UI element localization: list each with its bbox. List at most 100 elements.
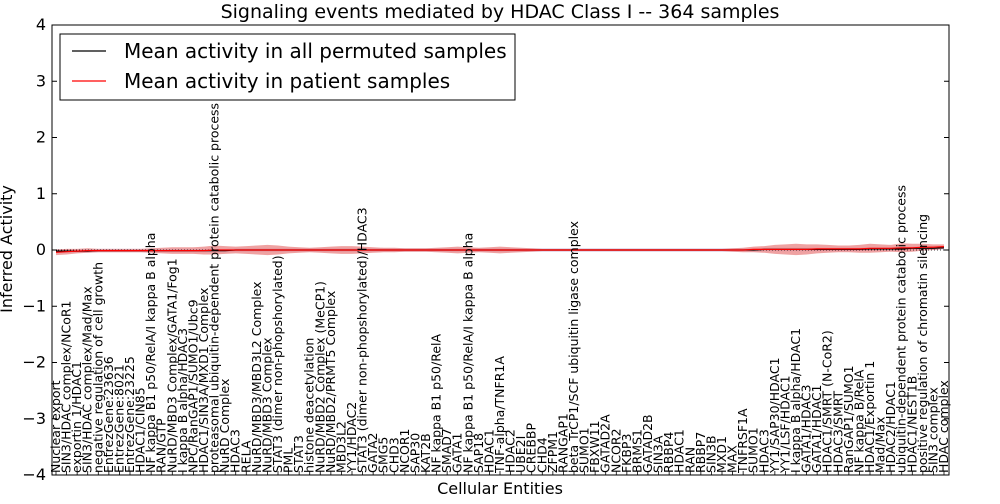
y-tick-label: 0 bbox=[36, 240, 46, 259]
entity-label: negative regulation of cell growth bbox=[90, 262, 105, 473]
entity-label: MXD1 bbox=[714, 436, 729, 473]
entity-label: ubiquitin-dependent protein catabolic pr… bbox=[894, 185, 909, 473]
entity-label: NuRD/MBD2/PRMT5 Complex bbox=[323, 291, 338, 473]
entity-label: HDAC1/SMRT (N-CoR2) bbox=[820, 330, 835, 473]
entity-label: NuRD/MBD2 Complex (MeCP1) bbox=[312, 281, 327, 473]
entity-label: SIN3/HDAC complex/NCoR1 bbox=[59, 300, 74, 473]
entity-label: CREBBP bbox=[524, 423, 539, 473]
entity-label: SMAD7 bbox=[439, 428, 454, 473]
entity-label: STAT3 (dimer non-phopshorylated)/HDAC3 bbox=[355, 207, 370, 473]
y-tick-label: −4 bbox=[22, 465, 46, 484]
entity-label: NF kappa B1 p50/RelA bbox=[429, 333, 444, 473]
entity-label: STAT3 bbox=[291, 435, 306, 473]
entity-label: FBXW11 bbox=[587, 420, 602, 473]
entity-label: GATA1/HDAC3 bbox=[799, 385, 814, 473]
entity-label: SAP30 bbox=[407, 433, 422, 473]
entity-label: RELA bbox=[238, 440, 253, 473]
entity-label: NuRD/MBD3 Complex bbox=[259, 337, 274, 473]
entity-label: HDAC2 bbox=[503, 429, 518, 473]
entity-label: HDAC3 bbox=[228, 429, 243, 473]
entity-label: PML bbox=[281, 448, 296, 473]
entity-label: positive regulation of chromatin silenci… bbox=[915, 214, 930, 473]
y-tick-label: −3 bbox=[22, 409, 46, 428]
entity-label: CHD4 bbox=[534, 437, 549, 473]
entity-label: SUMO1 bbox=[746, 427, 761, 473]
y-tick-label: 4 bbox=[36, 15, 46, 34]
entity-label: GATA1 bbox=[450, 433, 465, 473]
legend-box bbox=[59, 33, 516, 101]
plot-area-frame bbox=[51, 24, 950, 476]
entity-label: TNF-alpha/TNFR1A bbox=[492, 356, 507, 474]
entity-label: HDAC3 bbox=[756, 429, 771, 473]
entity-label: EntrezGene:23636 bbox=[101, 356, 116, 473]
entity-label: RAN bbox=[682, 447, 697, 473]
entity-label: exportin 1/HDAC1 bbox=[69, 361, 84, 473]
entity-label: YY1/HDAC2 bbox=[344, 402, 359, 474]
entity-label: NF kappa B/RelA bbox=[851, 369, 866, 473]
entity-label: GATA2 bbox=[365, 433, 380, 473]
entity-label: NF kappa B1 p50/RelA/I kappa B alpha bbox=[143, 233, 158, 473]
entity-label: KAT2B bbox=[418, 433, 433, 473]
entity-label: HDAC complex bbox=[936, 380, 951, 473]
entity-label: NPC/RanGAP1/SUMO1/Ubc9 bbox=[185, 299, 200, 473]
entity-label: SUMO1 bbox=[577, 427, 592, 473]
entity-label: NCOR2 bbox=[608, 428, 623, 473]
entity-label: BRMS1 bbox=[629, 429, 644, 473]
entity-label: SAP18 bbox=[471, 433, 486, 473]
entity-label: EntrezGene:8021 bbox=[111, 364, 126, 473]
entity-label: UBE2I bbox=[513, 436, 528, 473]
x-axis-label: Cellular Entities bbox=[437, 479, 563, 498]
entity-label: SMG5 bbox=[376, 437, 391, 473]
entity-label: proteasomal ubiquitin-dependent protein … bbox=[207, 103, 222, 473]
legend-entry-patient: Mean activity in patient samples bbox=[124, 69, 450, 93]
entity-label: GATAD2B bbox=[640, 414, 655, 473]
entity-label: TNFRSF1A bbox=[735, 408, 750, 474]
entity-label: YY1/SAP30/HDAC1 bbox=[767, 357, 782, 474]
entity-label: STAT3 (dimer non-phopshorylated) bbox=[270, 255, 285, 473]
entity-label: HDAC1/SIN3A/MXD1 Complex bbox=[196, 288, 211, 473]
entity-label: SIN3A bbox=[651, 435, 666, 473]
entity-label: SIN3B bbox=[703, 435, 718, 473]
entity-label: HDAC1 bbox=[672, 429, 687, 473]
entity-label: RAN/GTP bbox=[154, 418, 169, 473]
entity-label: FKBP3 bbox=[619, 434, 634, 473]
entity-label: NCOR1 bbox=[397, 428, 412, 473]
patient-confidence-band bbox=[56, 243, 944, 256]
y-tick-label: 3 bbox=[36, 71, 46, 90]
entity-label: RanGAP1/SUMO1 bbox=[841, 365, 856, 473]
entity-label: EntrezGene:23225 bbox=[122, 356, 137, 473]
y-axis-label: Inferred Activity bbox=[0, 185, 16, 313]
entity-label: Mad/Max bbox=[873, 417, 888, 473]
entity-label: I kappa B alpha/HDAC3 bbox=[175, 328, 190, 473]
entity-label: RBBP7 bbox=[693, 432, 708, 473]
entity-label: YY1/LSF/HDAC1 bbox=[777, 375, 792, 474]
entity-label: HDAC1 bbox=[481, 429, 496, 473]
entity-label: HDAC2/HDAC1 bbox=[883, 381, 898, 473]
entity-label: HDAC1/NEST1B bbox=[904, 376, 919, 473]
chart-title: Signaling events mediated by HDAC Class … bbox=[221, 1, 780, 23]
entity-label: MAX bbox=[725, 445, 740, 473]
entity-label: RBBP4 bbox=[661, 432, 676, 473]
entity-label: SIN3/HDAC complex/Mad/Max bbox=[80, 286, 95, 473]
entity-label: HDAC1/Exportin 1 bbox=[862, 361, 877, 473]
entity-label: RANGAP1 bbox=[555, 413, 570, 473]
entity-label: HDAC3/SMRT bbox=[830, 390, 845, 473]
legend-entry-permuted: Mean activity in all permuted samples bbox=[124, 39, 507, 63]
entity-label: NuRD Complex bbox=[217, 379, 232, 473]
entity-label: NuRD/MBD3 Complex/GATA1/Fog1 bbox=[164, 258, 179, 473]
entity-label: I kappa B alpha/HDAC1 bbox=[788, 328, 803, 473]
entity-label: MBD3L2 bbox=[333, 421, 348, 473]
entity-label: CHD3 bbox=[386, 437, 401, 473]
entity-label: HDAC1/CIN85 bbox=[133, 387, 148, 473]
entity-label: GATAD2A bbox=[598, 414, 613, 473]
legend: Mean activity in all permuted samples Me… bbox=[59, 33, 516, 101]
entity-label: beta TrCP1/SCF ubiquitin ligase complex bbox=[566, 221, 581, 473]
entity-label: histone deacetylation bbox=[302, 338, 317, 473]
y-tick-label: −2 bbox=[22, 353, 46, 372]
patient-mean-line bbox=[55, 246, 945, 253]
entity-label: GATA1/HDAC1 bbox=[809, 384, 824, 472]
series-group bbox=[55, 246, 945, 253]
entity-label: SIN3 complex bbox=[925, 387, 940, 473]
